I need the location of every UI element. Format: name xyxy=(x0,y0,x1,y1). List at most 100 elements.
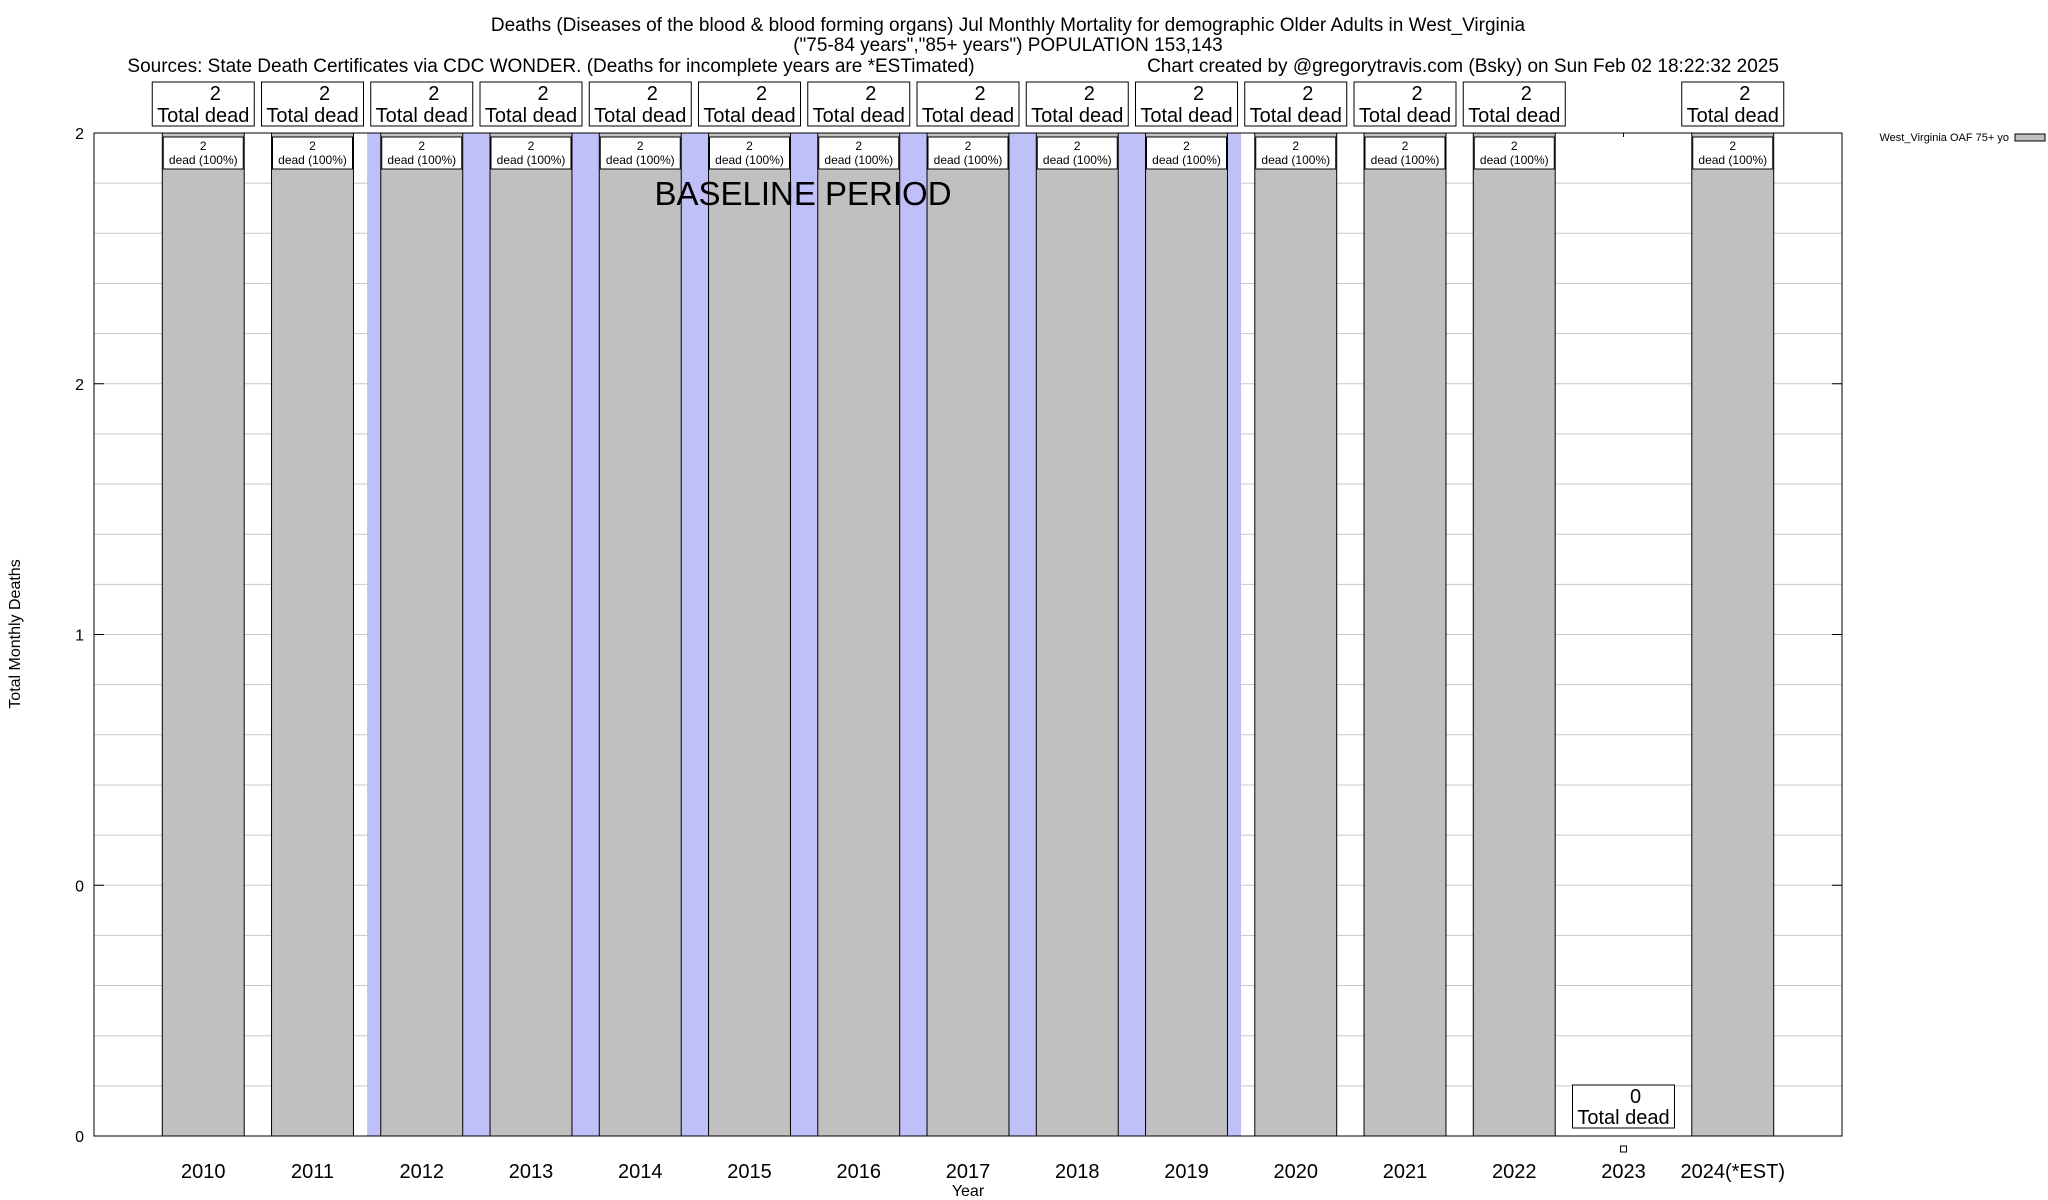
bar-value-box xyxy=(927,136,1009,170)
x-tick-label: 2010 xyxy=(181,1161,226,1183)
total-dead-count: 2 xyxy=(865,83,876,105)
bar-value-count: 2 xyxy=(1183,139,1190,153)
total-dead-box xyxy=(807,81,911,127)
y-tick-label: 2 xyxy=(75,126,84,143)
total-dead-text: Total dead xyxy=(266,105,358,127)
bar xyxy=(1691,132,1775,1137)
total-dead-box xyxy=(1681,81,1785,127)
total-dead-count: 2 xyxy=(319,83,330,105)
bar-value-box xyxy=(381,136,463,170)
x-tick-label: 2017 xyxy=(946,1161,991,1183)
bar xyxy=(271,132,354,1137)
bar-value-box xyxy=(1255,136,1337,170)
total-dead-text: Total dead xyxy=(813,105,905,127)
bar xyxy=(1472,132,1556,1137)
bar-value-box xyxy=(599,136,681,170)
bar-value-box xyxy=(1692,136,1774,170)
total-dead-text: Total dead xyxy=(703,105,795,127)
bar-value-count: 2 xyxy=(1402,139,1409,153)
bar-value-percent: dead (100%) xyxy=(1152,153,1221,167)
total-dead-count: 2 xyxy=(537,83,548,105)
bar-value-box xyxy=(490,136,572,170)
x-tick-label: 2022 xyxy=(1492,1161,1537,1183)
bar-value-percent: dead (100%) xyxy=(606,153,675,167)
x-tick-label: 2011 xyxy=(291,1161,334,1183)
total-dead-box xyxy=(151,81,255,127)
bar-value-percent: dead (100%) xyxy=(934,153,1003,167)
bar-value-count: 2 xyxy=(200,139,207,153)
total-dead-box xyxy=(588,81,692,127)
total-dead-count: 2 xyxy=(1521,83,1532,105)
bar xyxy=(708,132,791,1137)
total-dead-box xyxy=(1025,81,1129,127)
bar xyxy=(598,132,682,1137)
legend: West_Virginia OAF 75+ yo xyxy=(1879,132,2046,144)
bar-value-count: 2 xyxy=(855,139,862,153)
total-dead-count: 2 xyxy=(647,83,658,105)
total-dead-box xyxy=(916,81,1020,127)
total-dead-text: Total dead xyxy=(1687,105,1779,127)
x-tick-label: 2019 xyxy=(1164,1161,1209,1183)
x-tick-label: 2015 xyxy=(727,1161,772,1183)
total-dead-count: 2 xyxy=(1411,83,1422,105)
bar-value-box xyxy=(162,136,244,170)
bar-value-box xyxy=(1146,136,1227,170)
total-dead-box xyxy=(1244,81,1348,127)
x-tick-label: 2023 xyxy=(1601,1161,1646,1183)
total-dead-box xyxy=(1572,1084,1675,1129)
bar-value-count: 2 xyxy=(1729,139,1736,153)
bar-value-count: 2 xyxy=(746,139,753,153)
total-dead-text: Total dead xyxy=(1468,105,1560,127)
total-dead-box xyxy=(1135,81,1238,127)
total-dead-count: 2 xyxy=(1084,83,1095,105)
y-tick-label: 2 xyxy=(75,377,84,394)
total-dead-text: Total dead xyxy=(1031,105,1123,127)
total-dead-box xyxy=(479,81,583,127)
bar-value-box xyxy=(1364,136,1446,170)
y-tick-label: 0 xyxy=(75,878,84,895)
bar-value-percent: dead (100%) xyxy=(497,153,566,167)
bar-value-count: 2 xyxy=(965,139,972,153)
bar-value-percent: dead (100%) xyxy=(715,153,784,167)
legend-swatch xyxy=(2014,133,2046,142)
bar xyxy=(817,132,901,1137)
y-tick-label: 0 xyxy=(75,1129,84,1146)
bar-value-percent: dead (100%) xyxy=(278,153,347,167)
bar-value-count: 2 xyxy=(528,139,535,153)
bar-value-percent: dead (100%) xyxy=(387,153,456,167)
y-axis-label: Total Monthly Deaths xyxy=(7,559,24,708)
total-dead-text: Total dead xyxy=(594,105,686,127)
bar-value-percent: dead (100%) xyxy=(1480,153,1549,167)
baseline-period-label: BASELINE PERIOD xyxy=(654,175,951,212)
bar xyxy=(161,132,245,1137)
x-tick-label: 2014 xyxy=(618,1161,663,1183)
bar-value-percent: dead (100%) xyxy=(1698,153,1767,167)
bar-value-percent: dead (100%) xyxy=(1261,153,1330,167)
x-tick-label: 2021 xyxy=(1383,1161,1428,1183)
bar-value-box xyxy=(1473,136,1555,170)
total-dead-text: Total dead xyxy=(922,105,1014,127)
total-dead-text: Total dead xyxy=(376,105,468,127)
bar-value-box xyxy=(272,136,353,170)
total-dead-count: 2 xyxy=(210,83,221,105)
bar-value-box xyxy=(818,136,900,170)
bar-value-percent: dead (100%) xyxy=(1043,153,1112,167)
y-tick-label: 1 xyxy=(75,628,84,645)
chart-title: Deaths (Diseases of the blood & blood fo… xyxy=(491,15,1526,36)
x-axis-label: Year xyxy=(952,1183,985,1200)
